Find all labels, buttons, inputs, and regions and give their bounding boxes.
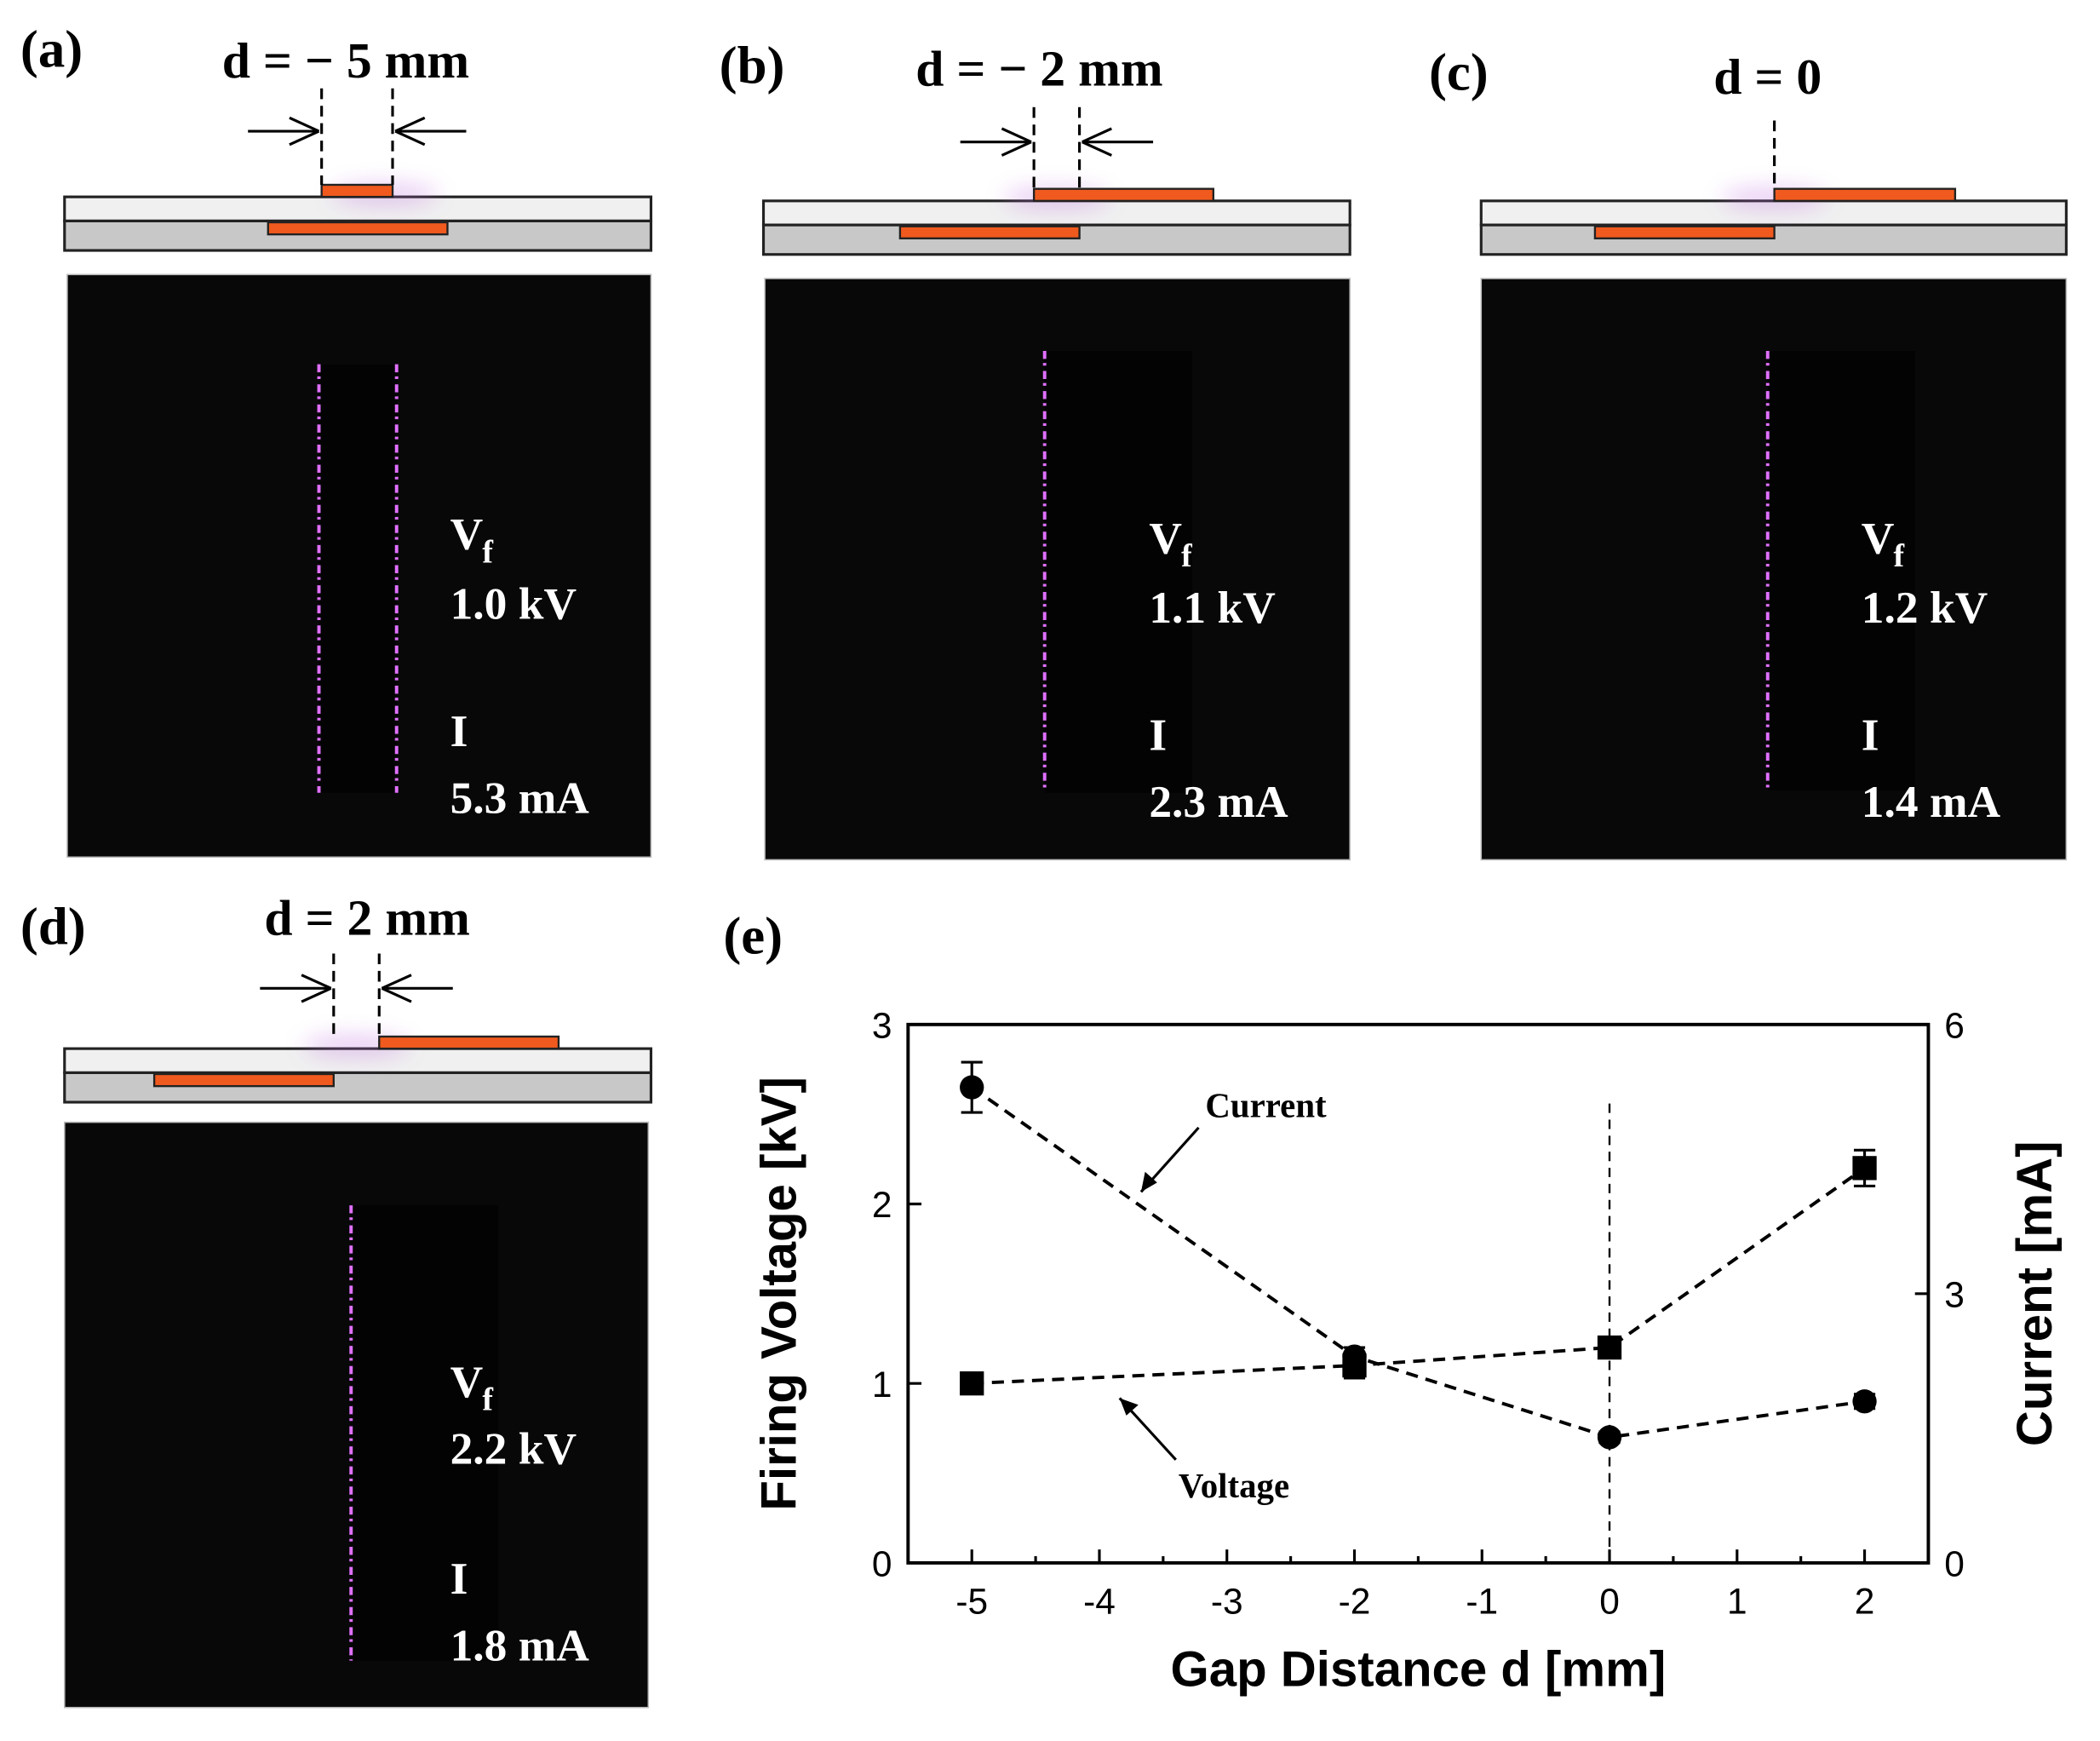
y2-tick-label: 0 [1944,1544,1965,1584]
panel: (d) d = 2 mm V f 2.2 kV I 1.8 mA [20,889,653,1709]
x-tick-label: -4 [1083,1582,1116,1622]
vf-subscript: f [482,534,493,570]
current-symbol: I [1149,709,1167,760]
arrow-head [394,116,426,147]
panel: (a) d = − 5 mm V f 1.0 kV I 5.3 mA [20,20,653,859]
voltage-value: 2.2 kV [450,1423,577,1474]
gap-label: d = − 2 mm [915,41,1162,97]
panel-label: (c) [1429,42,1489,101]
vf-subscript: f [1181,538,1192,574]
panel: (b) d = − 2 mm V f 1.1 kV I 2.3 mA [720,35,1351,861]
current-symbol: I [450,1553,468,1604]
vf-symbol: V [1862,512,1895,563]
current-point [1597,1425,1622,1450]
voltage-point [960,1371,984,1396]
top-electrode [1773,187,1957,203]
arrow-head [1119,1398,1139,1416]
current-symbol: I [1862,709,1879,760]
electrode-shadow [1767,350,1915,790]
x-tick-label: 1 [1727,1582,1747,1622]
plot-frame [906,1022,1931,1565]
y-tick-label: 0 [872,1544,892,1584]
vf-subscript: f [1894,538,1905,574]
x-tick-label: -3 [1211,1582,1243,1622]
x-tick-label: 0 [1599,1582,1620,1622]
x-tick-label: -1 [1466,1582,1498,1622]
current-point [1852,1389,1877,1414]
x-tick-label: -2 [1339,1582,1371,1622]
panel-label: (e) [723,905,783,965]
vf-symbol: V [450,1356,484,1407]
bottom-layer [63,1071,653,1104]
bottom-electrode [898,225,1081,240]
bottom-electrode [267,221,449,236]
x-tick-label: 2 [1855,1582,1875,1622]
y-tick-label: 1 [872,1365,892,1405]
arrow-head [1001,127,1032,157]
bottom-electrode [152,1072,335,1088]
y2-axis-label: Current [mA] [2007,1141,2063,1447]
x-axis-label: Gap Distance d [mm] [1171,1642,1667,1698]
vf-symbol: V [1149,512,1182,563]
series-annotation: Current [1205,1086,1327,1124]
arrow-head [301,974,332,1003]
chart-e: (e) -5 -4 -3 -2 -1 0 1 2 0 1 2 3 0 3 6 Gap Distance d [… [723,905,2063,1697]
voltage-value: 1.2 kV [1862,582,1988,633]
gap-label: d = 2 mm [264,889,469,945]
voltage-point [1852,1156,1877,1181]
arrow-head [1140,1171,1157,1192]
current-point [1342,1344,1367,1369]
arrow-head [381,974,412,1003]
x-tick-label: -5 [955,1582,988,1622]
series-line [971,1085,1865,1439]
y2-tick-label: 3 [1944,1275,1965,1315]
y2-tick-label: 6 [1944,1006,1965,1046]
gap-label: d = 0 [1713,49,1822,105]
current-value: 5.3 mA [450,772,590,823]
arrow-head [289,116,320,147]
voltage-point [1597,1335,1622,1360]
electrode-shadow [351,1205,499,1661]
panels: (a) d = − 5 mm V f 1.0 kV I 5.3 mA (b) d = − 2 m… [20,20,2068,1709]
current-value: 1.4 mA [1862,776,2001,827]
vf-subscript: f [482,1382,493,1418]
current-value: 2.3 mA [1149,776,1288,827]
arrow-head [1082,127,1112,157]
y-tick-label: 3 [872,1006,892,1046]
current-value: 1.8 mA [450,1620,590,1671]
y-axis-label: Firing Voltage [kV] [751,1077,806,1510]
top-electrode [320,183,394,198]
voltage-value: 1.1 kV [1149,582,1275,633]
electrode-shadow [318,364,397,793]
vf-symbol: V [450,509,484,560]
gap-label: d = − 5 mm [222,32,469,89]
panel-label: (a) [20,20,83,79]
voltage-value: 1.0 kV [450,577,577,629]
bottom-electrode [1593,225,1776,240]
panel: (c) d = 0 V f 1.2 kV I 1.4 mA [1429,42,2068,861]
series-line [972,1166,1866,1386]
current-point [960,1075,984,1100]
series-annotation: Voltage [1179,1467,1289,1505]
top-electrode [378,1035,560,1050]
electrode-shadow [1044,350,1192,793]
y-tick-label: 2 [872,1185,892,1225]
current-symbol: I [450,705,468,756]
panel-label: (b) [720,35,785,95]
panel-label: (d) [20,896,86,956]
top-electrode [1032,187,1215,203]
